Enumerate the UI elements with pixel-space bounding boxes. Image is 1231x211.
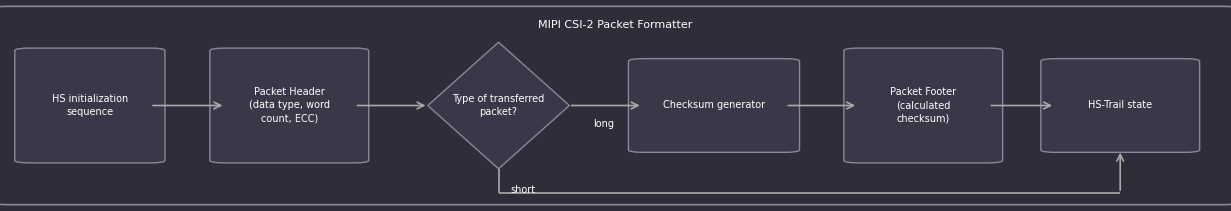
FancyBboxPatch shape [0, 6, 1231, 205]
Text: short: short [511, 185, 535, 195]
Text: MIPI CSI-2 Packet Formatter: MIPI CSI-2 Packet Formatter [538, 20, 693, 30]
Text: Type of transferred
packet?: Type of transferred packet? [453, 94, 544, 117]
Text: long: long [592, 119, 614, 130]
Polygon shape [428, 42, 569, 169]
FancyBboxPatch shape [209, 48, 369, 163]
FancyBboxPatch shape [844, 48, 1002, 163]
FancyBboxPatch shape [1041, 59, 1199, 152]
Text: HS-Trail state: HS-Trail state [1088, 100, 1152, 111]
Text: Packet Header
(data type, word
count, ECC): Packet Header (data type, word count, EC… [249, 87, 330, 124]
Text: Packet Footer
(calculated
checksum): Packet Footer (calculated checksum) [890, 87, 956, 124]
FancyBboxPatch shape [15, 48, 165, 163]
FancyBboxPatch shape [628, 59, 800, 152]
Text: Checksum generator: Checksum generator [664, 100, 764, 111]
Text: HS initialization
sequence: HS initialization sequence [52, 94, 128, 117]
